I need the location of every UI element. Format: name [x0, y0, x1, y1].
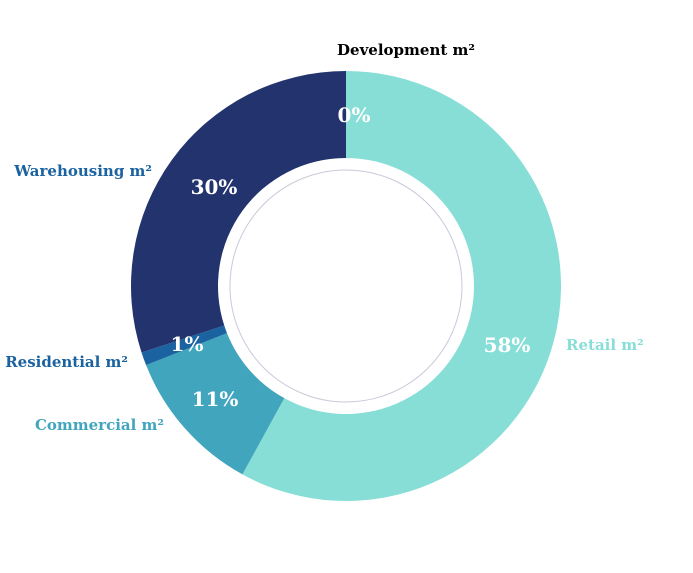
pct-residential: 1% [171, 332, 204, 356]
slices-group [130, 71, 562, 502]
slice-residential [141, 325, 227, 366]
label-commercial: Commercial m² [35, 416, 164, 434]
slice-retail [242, 71, 562, 502]
pct-development: 0% [338, 103, 371, 127]
slice-warehousing [130, 71, 346, 353]
label-development: Development m² [337, 41, 475, 59]
slice-commercial [146, 333, 285, 475]
inner-ring [229, 169, 463, 403]
label-warehousing: Warehousing m² [13, 162, 152, 180]
pct-warehousing: 30% [191, 175, 238, 199]
pct-commercial: 11% [192, 387, 239, 411]
label-residential: Residential m² [5, 353, 128, 371]
label-retail: Retail m² [566, 336, 644, 354]
pct-retail: 58% [484, 333, 531, 357]
